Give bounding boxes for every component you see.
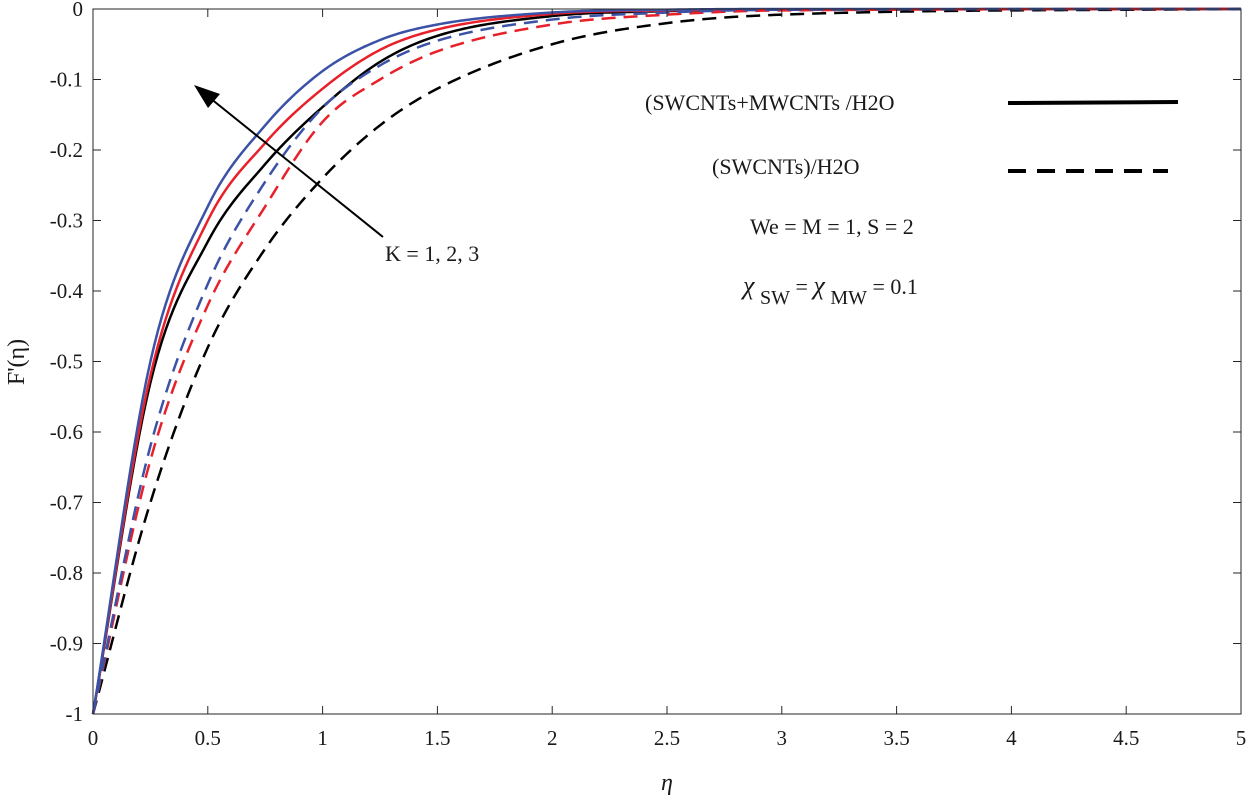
y-tick-label: 0: [73, 0, 84, 21]
y-tick-label: -1: [66, 702, 84, 726]
chi-symbol-1: χ: [740, 271, 755, 300]
series-line-3: [91, 7, 1242, 715]
k-arrow-head: [194, 85, 220, 108]
chi-subscript-mw: MW: [830, 287, 867, 309]
chi-annotation: χ SW = χ MW = 0.1: [740, 271, 918, 309]
k-annotation: K = 1, 2, 3: [385, 241, 479, 266]
chi-equals: =: [795, 274, 807, 299]
y-tick-label: -0.6: [50, 420, 83, 444]
params-annotation: We = M = 1, S = 2: [750, 214, 914, 239]
legend-label-hybrid: (SWCNTs+MWCNTs /H2O: [645, 90, 895, 115]
x-tick-label: 4: [1006, 726, 1017, 750]
k-arrow-shaft: [209, 97, 384, 238]
x-tick-label: 1: [317, 726, 328, 750]
x-tick-label: 0: [88, 726, 99, 750]
x-tick-label: 5: [1236, 726, 1247, 750]
y-tick-label: -0.1: [50, 68, 83, 92]
x-tick-label: 2.5: [654, 726, 680, 750]
chi-subscript-sw: SW: [760, 287, 790, 309]
tick-layer: 0 0.5 1 1.5 2 2.5 3 3.5 4 4.5 5 0 -0.1 -0.2 -0.3 -0.4 -0…: [50, 0, 1247, 750]
x-axis-title: η: [661, 770, 673, 796]
chi-value: = 0.1: [873, 274, 918, 299]
y-tick-label: -0.9: [50, 632, 83, 656]
y-tick-label: -0.2: [50, 138, 83, 162]
legend-label-swcnt: (SWCNTs)/H2O: [712, 154, 860, 179]
y-axis-title: F'(η): [4, 339, 30, 385]
x-tick-label: 2: [547, 726, 558, 750]
x-tick-label: 0.5: [195, 726, 221, 750]
x-tick-label: 4.5: [1113, 726, 1139, 750]
x-tick-label: 3.5: [883, 726, 909, 750]
y-tick-label: -0.5: [50, 350, 83, 374]
y-tick-label: -0.3: [50, 209, 83, 233]
y-tick-label: -0.4: [50, 279, 84, 303]
y-tick-label: -0.8: [50, 561, 83, 585]
x-tick-label: 3: [777, 726, 788, 750]
x-tick-label: 1.5: [424, 726, 450, 750]
y-tick-label: -0.7: [50, 491, 83, 515]
chi-symbol-2: χ: [810, 271, 825, 300]
legend-line-solid: [1007, 100, 1179, 105]
